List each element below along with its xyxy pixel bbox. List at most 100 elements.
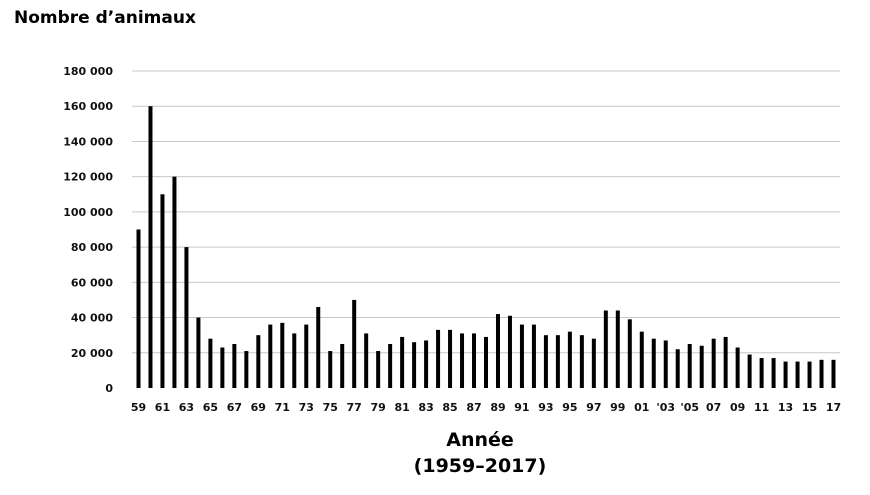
x-tick-label: 81 <box>394 401 409 414</box>
x-tick-label: 89 <box>490 401 505 414</box>
bar-2000 <box>627 319 632 388</box>
x-tick-label: '03 <box>656 401 675 414</box>
bar-1986 <box>460 333 465 388</box>
x-tick-label: 15 <box>802 401 817 414</box>
bar-2016 <box>819 359 824 388</box>
bar-1998 <box>603 310 608 388</box>
bar-2006 <box>699 345 704 388</box>
bar-1969 <box>256 335 261 388</box>
bar-2013 <box>783 361 788 388</box>
x-tick-label: 61 <box>155 401 170 414</box>
x-tick-label: 69 <box>251 401 266 414</box>
x-tick-label: '05 <box>680 401 699 414</box>
bar-2003 <box>663 340 668 388</box>
x-tick-label: 65 <box>203 401 218 414</box>
bar-1984 <box>436 329 441 388</box>
x-tick-label: 11 <box>754 401 769 414</box>
bar-1981 <box>400 336 405 388</box>
x-tick-label: 73 <box>299 401 314 414</box>
bar-2004 <box>675 349 680 388</box>
bar-1962 <box>172 176 177 388</box>
bar-1983 <box>424 340 429 388</box>
bar-1970 <box>268 324 273 388</box>
x-tick-label: 99 <box>610 401 625 414</box>
bar-1964 <box>196 317 201 388</box>
bar-2014 <box>795 361 800 388</box>
bar-1968 <box>244 351 249 388</box>
x-tick-label: 63 <box>179 401 194 414</box>
x-tick-label: 93 <box>538 401 553 414</box>
y-tick-label: 100 000 <box>63 206 113 219</box>
x-axis-title: Année (1959–2017) <box>0 427 870 479</box>
bar-2015 <box>807 361 812 388</box>
bar-1978 <box>364 333 369 388</box>
bar-1973 <box>304 324 309 388</box>
bar-1977 <box>352 299 357 388</box>
y-tick-label: 60 000 <box>71 276 113 289</box>
x-tick-label: 17 <box>826 401 841 414</box>
bar-1985 <box>448 329 453 388</box>
x-tick-label: 79 <box>370 401 385 414</box>
bar-1994 <box>555 335 560 388</box>
bar-1976 <box>340 343 345 388</box>
bar-2005 <box>687 343 692 388</box>
x-tick-label: 83 <box>418 401 433 414</box>
bar-2001 <box>639 331 644 388</box>
x-axis-ticks: 59 61 63 65 67 69 71 73 75 77 79 81 83 85 87 89 91 93 95 97… <box>131 401 841 414</box>
bar-1993 <box>543 335 548 388</box>
x-tick-label: 67 <box>227 401 242 414</box>
x-tick-label: 59 <box>131 401 146 414</box>
x-tick-label: 01 <box>634 401 649 414</box>
bar-1975 <box>328 351 333 388</box>
y-tick-label: 140 000 <box>63 135 113 148</box>
bar-1959 <box>136 229 141 388</box>
y-axis-title: Nombre d’animaux <box>14 8 196 28</box>
bar-2010 <box>747 354 752 388</box>
bar-1980 <box>388 343 393 388</box>
bar-1979 <box>376 351 381 388</box>
bars <box>136 106 836 388</box>
x-tick-label: 71 <box>275 401 290 414</box>
x-tick-label: 75 <box>323 401 338 414</box>
bar-1961 <box>160 194 165 388</box>
y-tick-label: 120 000 <box>63 171 113 184</box>
x-axis-title-line1: Année <box>446 429 514 451</box>
bar-1995 <box>567 331 572 388</box>
x-tick-label: 97 <box>586 401 601 414</box>
x-tick-label: 87 <box>466 401 481 414</box>
bar-1991 <box>519 324 524 388</box>
bar-2008 <box>723 336 728 388</box>
bar-2012 <box>771 358 776 388</box>
y-tick-label: 0 <box>105 382 113 395</box>
bar-1966 <box>220 347 225 388</box>
x-tick-label: 09 <box>730 401 745 414</box>
y-tick-label: 40 000 <box>71 312 113 325</box>
bar-1989 <box>495 314 500 388</box>
bar-1988 <box>484 336 488 388</box>
x-axis-title-line2: (1959–2017) <box>413 455 547 477</box>
x-tick-label: 07 <box>706 401 721 414</box>
y-axis-ticks: 0 20 000 40 000 60 000 80 000 100 000 120 000 1… <box>63 65 113 395</box>
bar-1997 <box>591 338 596 388</box>
bar-2002 <box>651 338 656 388</box>
bar-1972 <box>292 333 297 388</box>
bar-2011 <box>759 358 764 388</box>
bar-1982 <box>412 342 417 388</box>
bar-1960 <box>148 106 153 388</box>
bar-1963 <box>184 247 189 388</box>
bar-1999 <box>615 310 620 388</box>
x-tick-label: 91 <box>514 401 529 414</box>
y-tick-label: 160 000 <box>63 100 113 113</box>
x-tick-label: 77 <box>347 401 362 414</box>
bar-1974 <box>316 306 321 388</box>
x-tick-label: 85 <box>442 401 457 414</box>
bar-2017 <box>831 359 836 388</box>
bar-2007 <box>711 338 716 388</box>
gridlines <box>132 70 840 354</box>
bar-1990 <box>507 315 512 388</box>
y-tick-label: 20 000 <box>71 347 113 360</box>
bar-1992 <box>531 324 536 388</box>
bar-1971 <box>280 322 285 388</box>
y-tick-label: 180 000 <box>63 65 113 78</box>
